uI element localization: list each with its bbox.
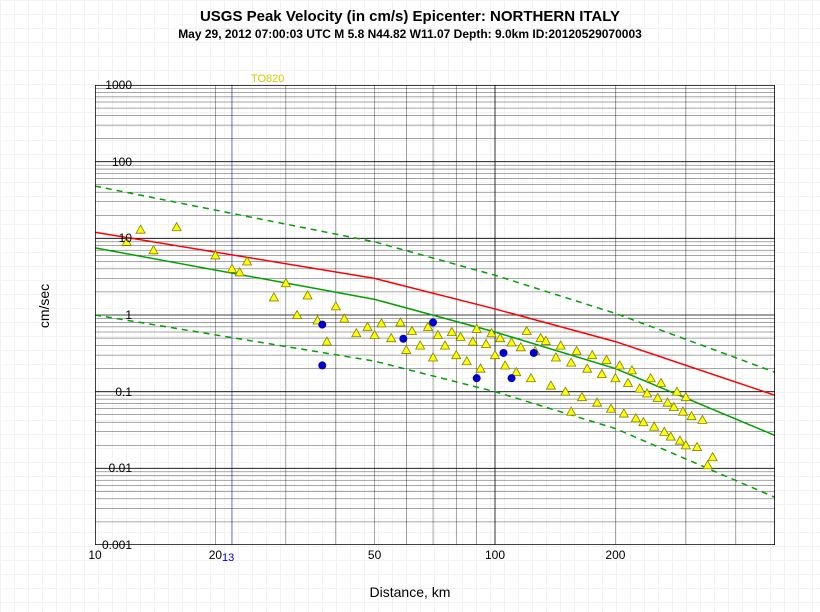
y-axis-label: cm/sec xyxy=(36,284,52,328)
plot-svg xyxy=(95,85,775,545)
chart-subtitle: May 29, 2012 07:00:03 UTC M 5.8 N44.82 W… xyxy=(0,27,820,41)
y-tick-label: 0.001 xyxy=(102,538,132,552)
x-axis-label: Distance, km xyxy=(370,584,451,600)
x-tick-label: 100 xyxy=(485,548,505,562)
plot-area xyxy=(95,85,775,545)
x-tick-label: 50 xyxy=(368,548,381,562)
chart-annotation: 13 xyxy=(222,552,234,564)
y-tick-label: 0.1 xyxy=(115,385,132,399)
x-tick-label: 10 xyxy=(88,548,101,562)
title-block: USGS Peak Velocity (in cm/s) Epicenter: … xyxy=(0,8,820,41)
y-tick-label: 1000 xyxy=(105,78,132,92)
chart-title: USGS Peak Velocity (in cm/s) Epicenter: … xyxy=(0,8,820,25)
y-tick-label: 10 xyxy=(119,231,132,245)
y-tick-label: 100 xyxy=(112,155,132,169)
chart-annotation: TO820 xyxy=(251,73,284,85)
y-tick-label: 0.01 xyxy=(109,461,132,475)
x-tick-label: 20 xyxy=(209,548,222,562)
y-tick-label: 1 xyxy=(125,308,132,322)
x-tick-label: 200 xyxy=(605,548,625,562)
